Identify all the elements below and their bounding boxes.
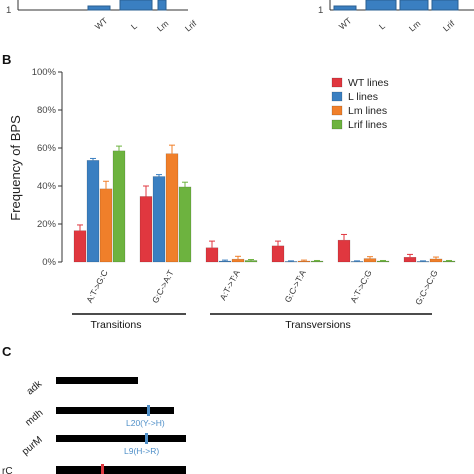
legend-label: L lines	[348, 91, 378, 103]
bar-chart: Frequency of BPS 0% 20% 40% 60% 80% 100% A:T-…	[8, 67, 456, 331]
bar	[363, 258, 377, 263]
panel-a-left-cat-wt: WT	[93, 15, 110, 31]
x-category-label: G:C->C:G	[413, 268, 440, 306]
panel-a-right-plot: 1 WT L Lm Lrif	[318, 0, 474, 34]
legend-swatch	[331, 105, 343, 116]
x-category-labels: A:T->G:C G:C->A:T A:T->T:A G:C->T:A A:T->C:G…	[84, 268, 440, 307]
y-axis: 0% 20% 40% 60% 80% 100%	[32, 67, 63, 268]
legend-label: Lm lines	[348, 105, 387, 117]
panel-a-right-cat-wt: WT	[337, 15, 354, 31]
panel-b-label: B	[2, 52, 11, 67]
mutation-label: L20(Y->H)	[126, 418, 165, 428]
bar	[271, 245, 285, 263]
y-axis-label: Frequency of BPS	[8, 115, 23, 221]
bar	[416, 261, 430, 263]
gene-label: mdh	[23, 408, 45, 429]
panel-a-right-cat-l: L	[377, 21, 387, 32]
panel-a-left-bar-l	[119, 0, 153, 11]
gene-label: adk	[25, 378, 45, 397]
mutation-marker	[147, 405, 150, 416]
bar	[165, 153, 179, 263]
panel-a-remnant: 1 WT L Lm Lrif 1 WT L Lm Lrif	[6, 0, 474, 34]
error-bars-layer	[77, 144, 452, 262]
gene-row-adk: adk	[25, 377, 138, 397]
bar	[350, 261, 364, 263]
panel-a-right-y-tick: 1	[318, 5, 323, 16]
gene-bar	[56, 407, 174, 414]
gene-row-purm: purM L9(H->R)	[20, 433, 186, 458]
bar	[86, 160, 100, 263]
panel-a-right-bar-l	[365, 0, 397, 11]
y-tick-label: 40%	[37, 181, 57, 192]
bar	[244, 260, 258, 263]
panel-a-right-cat-lm: Lm	[407, 18, 422, 33]
legend-swatch	[331, 91, 343, 102]
y-tick-label: 80%	[37, 105, 57, 116]
bar	[284, 261, 298, 263]
bar	[376, 260, 390, 263]
y-tick-label: 20%	[37, 219, 57, 230]
panel-a-left-cat-lm: Lm	[155, 18, 170, 33]
y-tick-label: 0%	[42, 257, 56, 268]
panel-a-left-plot: 1 WT L Lm Lrif	[6, 0, 199, 34]
bar	[112, 150, 126, 263]
y-tick-label: 100%	[32, 67, 57, 78]
gene-map: adk mdh L20(Y->H) purM L9(H->R) rC	[2, 377, 186, 474]
panel-a-left-cat-lrif: Lrif	[183, 18, 199, 34]
gene-row-rc: rC	[2, 464, 186, 474]
x-category-label: G:C->A:T	[150, 268, 176, 305]
gene-bar	[56, 435, 186, 442]
x-category-label: A:T->G:C	[84, 268, 110, 304]
transversions-label: Transversions	[285, 319, 351, 331]
panel-a-right-bar-lrif	[431, 0, 459, 11]
x-category-label: A:T->C:G	[348, 268, 374, 304]
mutation-marker	[145, 433, 148, 444]
panel-a-left-cat-l: L	[129, 21, 139, 32]
bars-layer	[73, 150, 456, 263]
legend-label: WT lines	[348, 77, 389, 89]
bar	[429, 258, 443, 263]
gene-bar	[56, 377, 138, 384]
bar	[403, 257, 417, 263]
panel-a-left-bar-wt	[87, 5, 111, 11]
panel-a-right-bar-wt	[333, 5, 357, 11]
panel-a-right-cat-lrif: Lrif	[441, 18, 457, 34]
group-transversions: Transversions	[210, 313, 432, 331]
legend-swatch	[331, 119, 343, 130]
bar	[218, 260, 232, 263]
group-transitions: Transitions	[72, 313, 186, 331]
bar	[442, 260, 456, 263]
x-category-label: G:C->T:A	[282, 268, 308, 304]
bar	[231, 258, 245, 263]
transitions-label: Transitions	[91, 319, 142, 331]
gene-bar	[56, 466, 186, 474]
panel-a-right-bar-lm	[399, 0, 429, 11]
bar	[139, 196, 153, 263]
gene-row-mdh: mdh L20(Y->H)	[23, 405, 174, 429]
bar	[178, 186, 192, 263]
bar	[99, 188, 113, 263]
mutation-label: L9(H->R)	[124, 446, 159, 456]
legend-label: Lrif lines	[348, 119, 387, 131]
bar	[205, 247, 219, 263]
y-tick-label: 60%	[37, 143, 57, 154]
bar	[337, 239, 351, 263]
bar	[73, 230, 87, 263]
gene-label: rC	[2, 466, 13, 474]
legend: WT lines L lines Lm lines Lrif lines	[331, 77, 389, 131]
x-category-label: A:T->T:A	[218, 268, 242, 302]
panel-a-left-y-tick: 1	[6, 5, 11, 16]
bar	[152, 176, 166, 263]
bar	[310, 260, 324, 263]
panel-a-left-bar-lm	[157, 0, 167, 11]
mutation-marker	[101, 464, 104, 474]
bar	[297, 260, 311, 263]
legend-swatch	[331, 77, 343, 88]
panel-c-label: C	[2, 344, 12, 359]
gene-label: purM	[20, 435, 45, 458]
